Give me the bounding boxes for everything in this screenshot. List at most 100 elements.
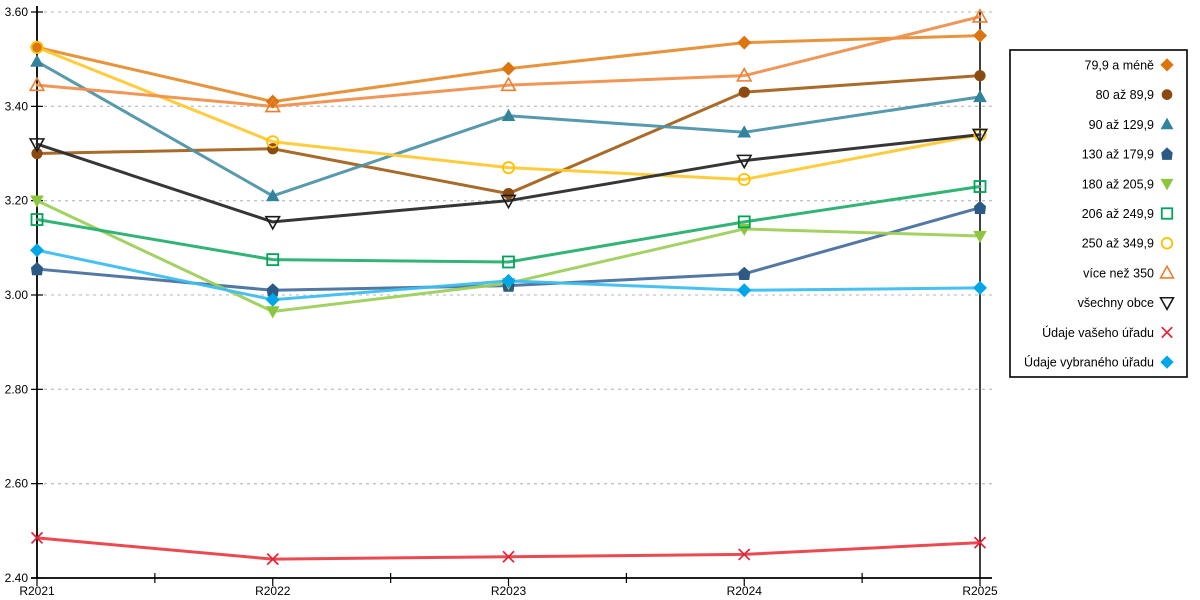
legend-item-5: 206 až 249,9: [1082, 207, 1174, 221]
legend: 79,9 a méně 80 až 89,9 90 až 129,9 130 až 1…: [1009, 49, 1188, 378]
y-axis-label: 3.00: [5, 288, 29, 302]
series-marker-triangle-up: [737, 125, 752, 138]
series-marker-triangle-down: [265, 306, 280, 319]
legend-item-label: více než 350: [1083, 266, 1154, 280]
series-marker-x: [502, 550, 515, 563]
series-marker-pentagon: [31, 262, 43, 276]
series-marker-circle: [266, 135, 280, 149]
axis-labels: 2.40 2.60 2.80 3.00 3.20 3.40 3.60 R2021 R2022 R2…: [5, 5, 998, 598]
legend-item-label: 206 až 249,9: [1082, 207, 1154, 221]
series-marker-square: [1160, 207, 1174, 220]
series-marker-diamond: [1160, 355, 1174, 369]
series-line-6: [35, 45, 982, 181]
series-marker-triangle-down: [30, 195, 44, 208]
y-axis-label: 2.40: [5, 571, 29, 585]
series-marker-circle: [31, 147, 43, 160]
series-marker-triangle-down: [736, 154, 753, 170]
legend-item-2: 90 až 129,9: [1089, 117, 1174, 132]
series-marker-pentagon: [738, 266, 751, 280]
y-axis-label: 2.80: [5, 382, 29, 396]
series-marker-diamond: [30, 243, 44, 258]
series-marker-square: [266, 253, 280, 267]
x-axis-label: R2024: [727, 584, 763, 598]
x-axis-label: R2025: [962, 584, 998, 598]
series-marker-triangle-up: [736, 67, 753, 82]
series-line-1: [35, 74, 982, 196]
series-marker-triangle-up: [28, 76, 46, 92]
legend-item-7: více než 350: [1083, 264, 1175, 280]
axes: [31, 6, 992, 586]
y-axis-label: 3.60: [5, 5, 29, 19]
series-line-7: [35, 15, 982, 108]
series-marker-triangle-up: [501, 108, 516, 121]
legend-item-label: Údaje vybraného úřadu: [1024, 355, 1154, 370]
series-marker-circle: [502, 187, 515, 200]
series-marker-x: [266, 553, 279, 566]
series-marker-x: [1161, 326, 1173, 339]
series-markers-10: [30, 243, 987, 307]
series-markers-7: [28, 8, 989, 113]
series-marker-pentagon: [1161, 147, 1173, 160]
legend-item-label: 80 až 89,9: [1096, 88, 1154, 102]
series-marker-triangle-down: [973, 230, 987, 244]
series-marker-circle: [974, 70, 986, 82]
series-marker-diamond: [501, 273, 516, 288]
series-marker-x: [973, 536, 987, 549]
series-marker-square: [973, 180, 987, 193]
series-marker-square: [30, 213, 44, 226]
series-markers-1: [31, 70, 986, 200]
series-marker-triangle-up: [1159, 264, 1175, 279]
y-axis-label: 3.40: [5, 99, 29, 113]
legend-box: [1009, 49, 1188, 378]
series-marker-circle: [1161, 89, 1173, 100]
x-axis-label: R2022: [255, 584, 291, 598]
series-marker-triangle-down: [28, 138, 46, 153]
legend-item-label: 250 až 349,9: [1082, 237, 1154, 251]
series-marker-triangle-down: [1159, 296, 1175, 311]
series-marker-triangle-up: [265, 188, 280, 202]
legend-item-label: všechny obce: [1078, 296, 1154, 310]
legend-item-10: Údaje vybraného úřadu: [1024, 355, 1174, 370]
series-marker-triangle-up: [500, 76, 517, 92]
legend-item-8: všechny obce: [1078, 296, 1175, 311]
series-marker-square: [502, 255, 515, 269]
series-markers-9: [30, 531, 987, 566]
legend-item-label: 90 až 129,9: [1089, 118, 1154, 132]
gridlines: [37, 11, 992, 485]
series-marker-triangle-up: [973, 89, 987, 103]
series-line-2: [35, 60, 982, 198]
series-marker-pentagon: [974, 200, 986, 214]
series-marker-circle: [501, 161, 515, 175]
series-marker-x: [738, 548, 751, 561]
series-marker-diamond: [265, 292, 280, 307]
series-marker-circle: [738, 86, 750, 98]
series-marker-diamond: [737, 35, 752, 50]
series-markers-8: [28, 128, 989, 231]
legend-item-label: 130 až 179,9: [1082, 148, 1154, 162]
legend-item-9: Údaje vašeho úřadu: [1042, 325, 1173, 340]
series-line-5: [35, 185, 982, 264]
legend-item-6: 250 až 349,9: [1082, 237, 1174, 251]
y-axis-label: 3.20: [5, 194, 29, 208]
series-marker-triangle-down: [500, 194, 517, 210]
legend-item-1: 80 až 89,9: [1096, 88, 1173, 102]
series-marker-circle: [30, 40, 44, 54]
x-axis-label: R2021: [19, 584, 55, 598]
series-marker-diamond: [1160, 58, 1174, 72]
series-marker-diamond: [737, 283, 752, 298]
series-markers-5: [30, 180, 987, 269]
series-marker-circle: [737, 172, 751, 186]
series-markers-2: [30, 54, 987, 202]
series-marker-triangle-down: [1160, 178, 1174, 191]
legend-item-label: 79,9 a méně: [1085, 58, 1155, 72]
series-marker-diamond: [973, 280, 987, 295]
legend-item-label: Údaje vašeho úřadu: [1042, 325, 1154, 340]
legend-item-4: 180 až 205,9: [1082, 177, 1174, 191]
series-markers: [28, 8, 989, 566]
series-marker-triangle-up: [1160, 117, 1174, 130]
legend-item-0: 79,9 a méně: [1085, 58, 1174, 72]
x-axis-label: R2023: [491, 584, 527, 598]
series-marker-triangle-up: [30, 54, 44, 67]
